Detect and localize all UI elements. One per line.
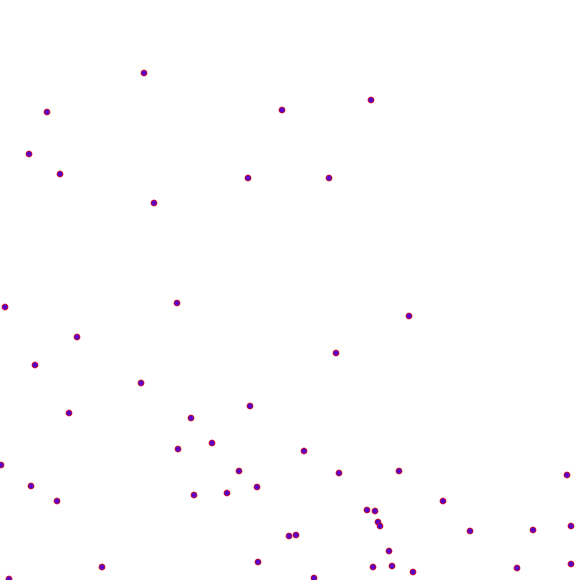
scatter-point bbox=[563, 471, 571, 479]
scatter-point bbox=[73, 333, 81, 341]
scatter-point bbox=[208, 439, 216, 447]
scatter-point bbox=[369, 563, 377, 571]
scatter-point bbox=[567, 560, 575, 568]
scatter-point bbox=[466, 527, 474, 535]
data-points bbox=[0, 69, 575, 580]
scatter-point bbox=[254, 558, 262, 566]
scatter-point bbox=[567, 522, 575, 530]
scatter-point bbox=[0, 461, 5, 469]
scatter-point bbox=[367, 96, 375, 104]
scatter-point bbox=[395, 467, 403, 475]
scatter-point bbox=[187, 414, 195, 422]
scatter-point bbox=[174, 445, 182, 453]
scatter-point bbox=[332, 349, 340, 357]
scatter-point bbox=[150, 199, 158, 207]
scatter-point bbox=[56, 170, 64, 178]
scatter-point bbox=[25, 150, 33, 158]
scatter-point bbox=[292, 531, 300, 539]
scatter-point bbox=[98, 563, 106, 571]
scatter-point bbox=[325, 174, 333, 182]
scatter-point bbox=[513, 564, 521, 572]
scatter-point bbox=[31, 361, 39, 369]
scatter-point bbox=[65, 409, 73, 417]
scatter-point bbox=[190, 491, 198, 499]
scatter-point bbox=[388, 562, 396, 570]
scatter-point bbox=[371, 507, 379, 515]
scatter-point bbox=[278, 106, 286, 114]
scatter-point bbox=[409, 568, 417, 576]
scatter-point bbox=[244, 174, 252, 182]
scatter-point bbox=[310, 574, 318, 580]
scatter-point bbox=[235, 467, 243, 475]
scatter-point bbox=[53, 497, 61, 505]
scatter-point bbox=[285, 532, 293, 540]
scatter-point bbox=[363, 506, 371, 514]
scatter-point bbox=[1, 303, 9, 311]
scatter-point bbox=[385, 547, 393, 555]
scatter-point bbox=[300, 447, 308, 455]
scatter-point bbox=[246, 402, 254, 410]
scatter-point bbox=[43, 108, 51, 116]
scatter-point bbox=[137, 379, 145, 387]
scatter-point bbox=[140, 69, 148, 77]
scatter-point bbox=[439, 497, 447, 505]
scatter-point bbox=[5, 575, 13, 580]
scatter-point bbox=[529, 526, 537, 534]
scatter-point bbox=[27, 482, 35, 490]
scatter-point bbox=[253, 483, 261, 491]
scatter-point bbox=[376, 522, 384, 530]
scatter-point bbox=[223, 489, 231, 497]
scatter-point bbox=[405, 312, 413, 320]
scatter-point bbox=[173, 299, 181, 307]
scatter-point bbox=[335, 469, 343, 477]
